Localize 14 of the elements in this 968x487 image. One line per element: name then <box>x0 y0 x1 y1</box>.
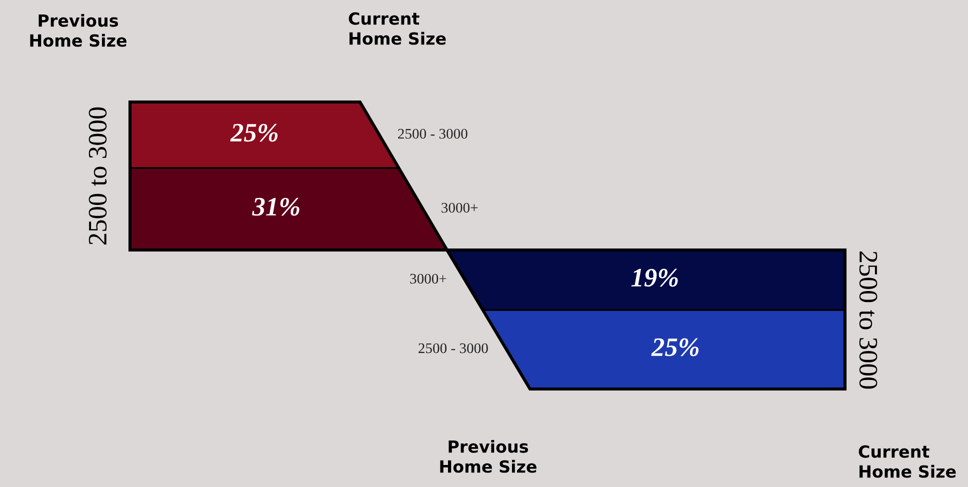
category-label: 3000+ <box>410 274 446 284</box>
data-label: 31% <box>252 198 300 216</box>
text: Previous Home Size <box>30 14 126 47</box>
text: 2500 to 3000 <box>859 252 878 389</box>
text: Current Home Size <box>348 12 446 45</box>
category-label: 2500 - 3000 <box>418 343 488 354</box>
text: Previous Home Size <box>440 440 536 473</box>
category-label: 3000+ <box>442 202 478 213</box>
data-label: 25% <box>651 338 699 356</box>
data-label: 25% <box>230 124 278 142</box>
text: 2500 to 3000 <box>88 107 107 244</box>
text: Current Home Size <box>858 445 956 478</box>
data-label: 19% <box>631 268 678 287</box>
category-label: 2500 - 3000 <box>398 128 468 139</box>
